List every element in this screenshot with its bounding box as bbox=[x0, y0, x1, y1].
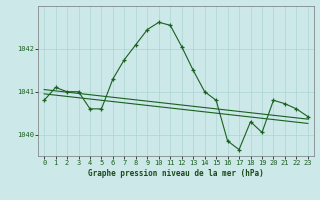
X-axis label: Graphe pression niveau de la mer (hPa): Graphe pression niveau de la mer (hPa) bbox=[88, 169, 264, 178]
